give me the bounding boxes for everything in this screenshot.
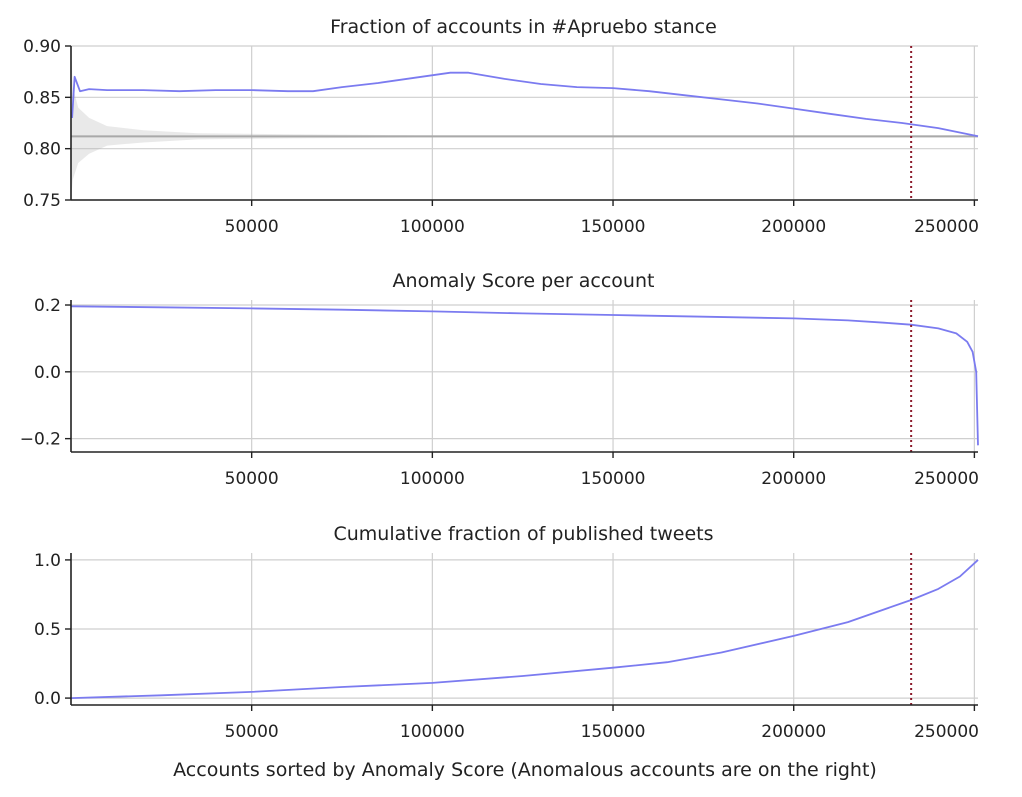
panel-title: Fraction of accounts in #Apruebo stance [330,16,717,38]
x-tick-label: 100000 [400,722,465,742]
x-tick-label: 200000 [761,217,826,237]
panel-title: Anomaly Score per account [393,270,655,292]
series-line [70,559,979,699]
x-tick-label: 100000 [400,217,465,237]
x-tick-label: 50000 [225,469,279,489]
series-line [71,71,979,138]
x-tick-label: 150000 [581,722,646,742]
y-tick-label: 0.80 [23,140,61,160]
panel-title: Cumulative fraction of published tweets [333,523,713,545]
y-tick-label: 0.85 [23,88,61,108]
y-tick-label: −0.2 [20,430,61,450]
series-line [70,305,979,446]
x-tick-label: 250000 [914,217,979,237]
x-tick-label: 250000 [914,722,979,742]
anomaly-score-panel: −0.2 0.0 0.2 50000 100000 150000 200000 250000 A… [20,270,979,489]
baseline-band [71,46,978,200]
y-tick-label: 0.2 [34,296,61,316]
x-tick-label: 150000 [581,217,646,237]
x-tick-label: 100000 [400,469,465,489]
y-tick-label: 0.90 [23,37,61,57]
stance-fraction-panel: 0.75 0.80 0.85 0.90 50000 100000 150000 200000 2… [23,16,979,237]
x-tick-label: 200000 [761,469,826,489]
y-tick-label: 0.0 [34,689,61,709]
y-tick-label: 0.0 [34,363,61,383]
x-tick-label: 200000 [761,722,826,742]
y-tick-label: 0.5 [34,620,61,640]
x-tick-label: 150000 [581,469,646,489]
y-tick-label: 0.75 [23,191,61,211]
cumulative-tweets-panel: 0.0 0.5 1.0 50000 100000 150000 200000 250000 Cu… [34,523,979,742]
y-tick-label: 1.0 [34,551,61,571]
x-tick-label: 50000 [225,217,279,237]
x-tick-label: 250000 [914,469,979,489]
x-tick-label: 50000 [225,722,279,742]
x-axis-label: Accounts sorted by Anomaly Score (Anomal… [173,759,877,781]
